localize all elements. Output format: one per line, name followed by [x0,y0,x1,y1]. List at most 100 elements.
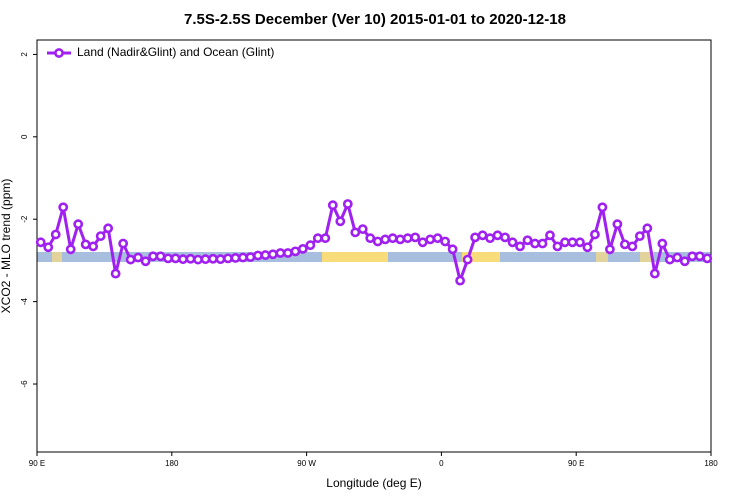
x-tick-label: 90 W [297,459,316,468]
data-point [649,268,660,279]
data-point [125,254,136,265]
data-point [88,241,99,252]
x-tick-label: 180 [704,459,718,468]
data-point [305,240,316,251]
data-point [687,251,698,262]
data-point [694,251,705,262]
data-point [522,235,533,246]
data-point [582,242,593,253]
data-point [163,253,173,264]
data-point [634,231,645,242]
y-tick-label: 0 [20,134,29,139]
x-tick-label: 90 E [29,459,45,468]
data-point [492,230,503,241]
data-point [290,246,301,257]
data-point [275,248,286,258]
data-point [477,230,488,241]
data-point [507,237,518,248]
data-point [50,229,61,240]
data-point [350,227,361,238]
data-point [342,199,353,209]
data-point [664,254,675,265]
data-point [530,238,540,249]
data-point [417,237,428,248]
data-point [387,233,398,244]
data-point [702,253,713,264]
data-point [95,231,106,242]
data-point [193,254,203,265]
data-point [642,223,653,234]
data-point [447,244,458,255]
data-point [312,233,323,244]
data-point [425,234,436,245]
data-point [65,244,76,255]
data-point [605,244,615,255]
data-point [597,202,608,213]
plot-frame [36,39,712,453]
x-tick-label: 0 [439,459,444,468]
data-point [567,237,578,248]
y-axis-label: XCO2 - MLO trend (ppm) [0,179,13,314]
legend-label: Land (Nadir&Glint) and Ocean (Glint) [77,45,274,59]
data-point [455,275,466,286]
y-tick-label: -4 [20,298,29,306]
data-point [552,241,563,252]
data-point [260,250,271,260]
data-point [402,233,413,244]
data-point [335,216,346,227]
data-point [238,252,248,263]
data-point [155,251,166,262]
data-point [515,241,525,252]
x-tick-label: 180 [165,459,179,468]
data-point [672,252,683,263]
x-axis-label: Longitude (deg E) [326,476,421,490]
data-point [215,254,226,265]
data-point [282,248,293,258]
data-point [440,236,451,247]
y-tick-label: -2 [20,215,29,223]
data-point [208,253,218,264]
data-point [657,238,668,249]
y-tick-label: 2 [20,52,29,57]
data-point [118,238,129,249]
data-point [58,202,69,213]
data-point [230,253,241,263]
data-point [35,237,46,248]
data-point [267,249,278,260]
data-point [140,256,151,267]
chart-title: 7.5S-2.5S December (Ver 10) 2015-01-01 t… [184,11,566,28]
data-point [537,238,548,249]
data-point [679,256,690,267]
data-point [432,233,443,244]
data-point [80,239,91,250]
data-point [297,243,308,254]
x-tick-label: 90 E [568,459,584,468]
data-point [43,242,54,253]
data-point [170,253,181,264]
legend-marker [54,48,64,58]
y-tick-label: -6 [20,380,29,388]
data-point [200,254,211,265]
data-point [178,254,188,265]
data-point [380,234,391,245]
data-point [253,250,263,261]
data-point [590,229,600,240]
data-point [545,230,555,241]
data-point [365,233,376,244]
data-point [103,223,114,234]
surface-strip [37,252,711,262]
data-point [110,268,121,279]
data-point [395,234,406,245]
data-point [223,253,233,264]
data-point [133,252,143,263]
data-point [73,219,84,230]
data-point [462,254,473,265]
data-point [627,241,638,252]
data-point [320,233,331,244]
data-point [575,237,585,248]
data-point [560,237,570,248]
data-point [357,224,368,235]
data-point [485,233,495,244]
data-point [148,251,158,262]
data-point [619,239,630,250]
